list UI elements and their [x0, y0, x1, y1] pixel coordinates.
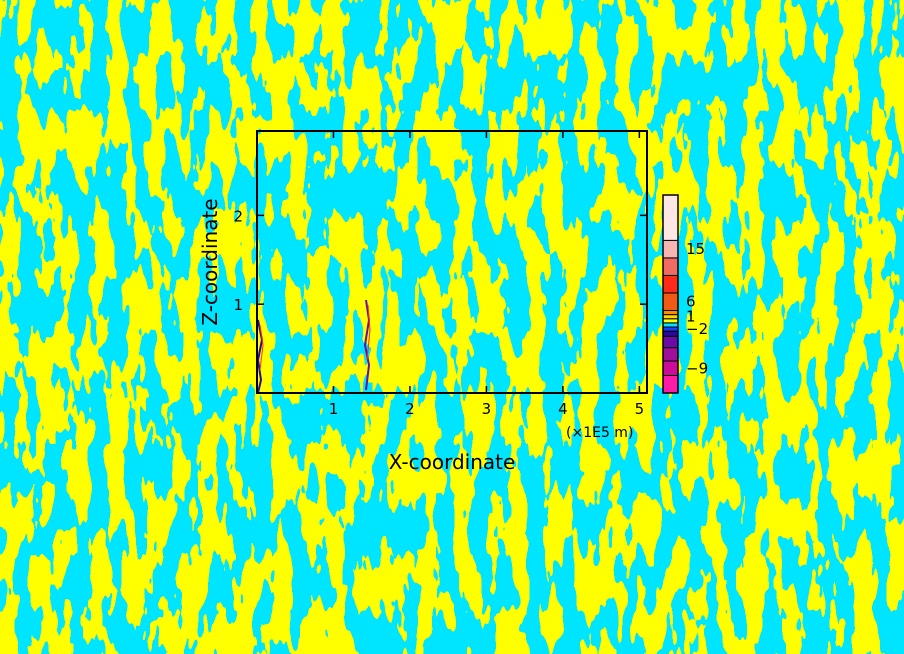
colorbar-tick-label: 15 — [686, 240, 705, 258]
updraft-column-left-core — [259, 324, 264, 371]
colorbar-level — [662, 292, 679, 311]
colorbar-level — [662, 310, 679, 316]
x-tick-label: 1 — [329, 400, 339, 418]
colorbar-level — [662, 374, 679, 394]
colorbar-level — [662, 239, 679, 259]
colorbar-level — [662, 257, 679, 276]
colorbar-level — [662, 347, 679, 362]
y-unit-label: (×1E4 m) — [165, 96, 232, 112]
y-tick-label: 2 — [233, 207, 243, 225]
colorbar-tick-label: 6 — [686, 293, 696, 311]
time-label: t=101400 s — [654, 130, 736, 146]
colorbar-level — [662, 314, 679, 320]
colorbar-level — [662, 318, 679, 324]
colorbar-tick-label: −9 — [686, 359, 708, 377]
plot-area — [256, 130, 648, 394]
colorbar-level — [662, 274, 679, 294]
velocity-field — [257, 131, 647, 393]
x-unit-label: (×1E5 m) — [566, 425, 633, 441]
y-axis: 12 — [233, 207, 647, 314]
x-axis: 1 2 3 4 5 — [329, 131, 644, 418]
colorbar-level — [662, 330, 679, 337]
colorbar: −9 −216 15 — [662, 194, 708, 394]
colorbar-frame — [662, 194, 679, 394]
x-tick-label: 2 — [405, 400, 415, 418]
y-tick-label: 1 — [233, 296, 243, 314]
x-tick-label: 4 — [558, 400, 568, 418]
x-tick-label: 5 — [635, 400, 645, 418]
y-axis-label: Z-coordinate — [198, 198, 222, 325]
plot-frame — [256, 130, 648, 394]
colorbar-level — [662, 335, 679, 349]
updraft-column-mid — [363, 299, 371, 391]
colorbar-tick-label: 1 — [686, 308, 696, 326]
x-tick-label: 3 — [482, 400, 492, 418]
updraft-column-mid-core — [366, 304, 371, 361]
colorbar-level — [662, 322, 679, 328]
colorbar-level — [662, 326, 679, 332]
x-axis-label: X-coordinate — [389, 450, 516, 474]
colorbar-level — [662, 194, 679, 241]
chart-title: vertical velocity — [349, 61, 556, 91]
colorbar-tick-label: −2 — [686, 320, 708, 338]
colorbar-level — [662, 360, 679, 376]
